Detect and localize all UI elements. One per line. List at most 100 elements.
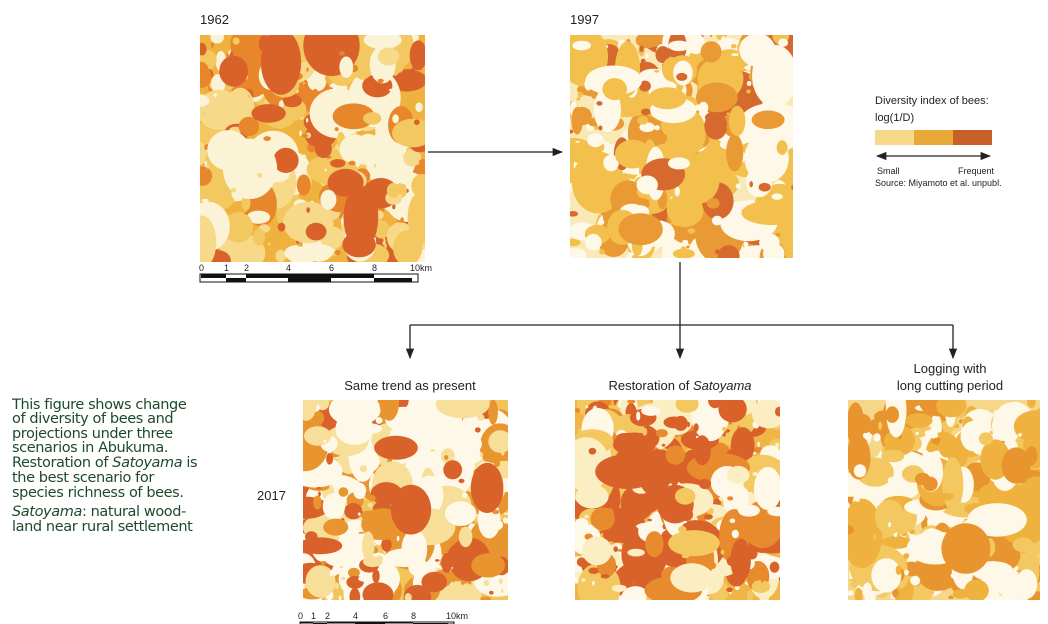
map-patch [351, 87, 361, 106]
map-patch [419, 159, 427, 165]
map-patch [718, 396, 746, 423]
map-patch [688, 228, 696, 234]
figure: 1962 1997 2017 Diversity index of bees: … [0, 0, 1048, 624]
map-patch [207, 51, 212, 55]
map-patch [313, 496, 322, 510]
map-patch [627, 400, 635, 404]
map-patch [329, 393, 381, 426]
map-patch [851, 580, 859, 588]
map-patch [767, 507, 789, 516]
text-run: is [182, 455, 197, 471]
map-patch [379, 239, 384, 243]
text-line: Restoration of Satoyama [608, 378, 751, 393]
map-patch [589, 448, 597, 455]
map-patch [942, 457, 963, 511]
map-patch [501, 589, 504, 593]
map-patch [928, 570, 941, 579]
map-patch [359, 534, 364, 537]
scale-label: 0 [199, 263, 204, 273]
map-patch [874, 534, 877, 540]
map-patch [707, 198, 720, 209]
legend-swatch [914, 130, 953, 145]
map-patch [634, 103, 640, 114]
map-patch [335, 127, 339, 131]
map-patch [499, 578, 503, 584]
map-patch [594, 577, 597, 582]
map-patch [636, 32, 659, 48]
map-patch [904, 570, 909, 576]
map-patch [443, 460, 462, 479]
map-patch [694, 423, 699, 431]
map-patch [316, 487, 321, 489]
map-patch [490, 453, 495, 460]
map-patch [888, 477, 895, 483]
scale-bar-segment [300, 622, 313, 623]
map-patch [306, 207, 310, 213]
map-patch [694, 435, 711, 465]
map-patch [572, 41, 591, 51]
map-patch [592, 580, 609, 612]
map-patch [948, 596, 953, 600]
map-patch [263, 136, 271, 141]
map-patch [641, 59, 646, 64]
text-run: Restoration of [12, 455, 112, 471]
map-patch [445, 501, 477, 526]
map-patch [629, 580, 633, 585]
map-patch [739, 34, 775, 67]
text-run: Satoyama [12, 504, 82, 520]
map-patch [704, 514, 713, 520]
map-patch [400, 217, 404, 222]
map-patch [752, 111, 785, 130]
text-run: long cutting period [897, 378, 1003, 393]
map-patch [431, 449, 435, 452]
scale-bar-segment [288, 274, 331, 278]
map-patch [586, 193, 590, 197]
map-patch [681, 246, 686, 251]
map-patch [615, 140, 650, 169]
map-patch [701, 157, 727, 174]
map-patch [374, 436, 418, 460]
map-patch [471, 553, 505, 577]
map-patch [253, 229, 265, 246]
text-run: Same trend as present [344, 378, 476, 393]
map-patch [471, 447, 476, 454]
map-patch [910, 576, 920, 585]
map-patch [415, 102, 422, 112]
map-patch [910, 459, 915, 462]
map-patch [585, 405, 588, 408]
map-patch [738, 504, 760, 516]
scale-bar-segment [327, 622, 355, 623]
map-patch [305, 531, 318, 542]
text-line: Same trend as present [344, 378, 476, 393]
map-patch [348, 161, 355, 166]
map-patch [662, 444, 666, 447]
map-patch [732, 530, 739, 538]
map-patch [727, 496, 733, 500]
map-patch [283, 497, 328, 519]
map-patch [578, 92, 583, 98]
map-patch [854, 464, 866, 477]
text-line: Logging with [914, 361, 987, 376]
map-patch [410, 40, 427, 70]
map-patch [757, 442, 760, 447]
map-patch [385, 549, 423, 568]
map-patch [747, 591, 753, 602]
map-patch [278, 223, 286, 232]
map-patch [731, 539, 751, 582]
map-patch [341, 577, 346, 580]
map-patch [480, 452, 484, 457]
map-patch [673, 61, 693, 86]
map-patch [581, 578, 585, 581]
map-patch [405, 593, 412, 602]
map-patch [584, 515, 588, 519]
map-patch [447, 544, 470, 570]
map-patch [602, 78, 627, 100]
map-patch [747, 81, 752, 86]
map-patch [501, 450, 504, 456]
map-patch [503, 518, 508, 524]
map-patch [930, 432, 938, 438]
map-patch [676, 73, 687, 81]
map-patch [368, 503, 373, 508]
map-patch [321, 561, 326, 565]
map-patch [759, 183, 771, 192]
